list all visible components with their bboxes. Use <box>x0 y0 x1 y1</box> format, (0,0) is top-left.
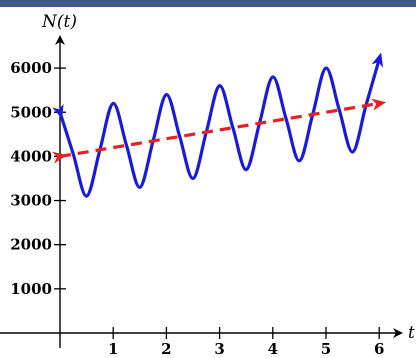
y-tick-label: 2000 <box>10 236 52 254</box>
series-layer <box>52 52 387 198</box>
x-ticks: 1 2 3 4 5 6 <box>108 327 384 358</box>
x-axis-label: t <box>408 323 415 343</box>
y-tick-label: 1000 <box>10 280 52 298</box>
oscillating-series-line <box>52 52 384 198</box>
x-tick-label: 4 <box>268 340 278 358</box>
x-tick-label: 2 <box>161 340 171 358</box>
y-tick-label: 4000 <box>10 147 52 165</box>
y-axis-label: N(t) <box>41 12 77 32</box>
x-tick-label: 3 <box>214 340 224 358</box>
x-tick-label: 6 <box>374 340 384 358</box>
y-tick-label: 6000 <box>10 59 52 77</box>
top-bar <box>0 0 416 7</box>
x-tick-label: 5 <box>321 340 331 358</box>
y-ticks: 1000 2000 3000 4000 5000 6000 <box>10 59 66 298</box>
x-tick-label: 1 <box>108 340 118 358</box>
y-tick-label: 3000 <box>10 192 52 210</box>
y-tick-label: 5000 <box>10 103 52 121</box>
